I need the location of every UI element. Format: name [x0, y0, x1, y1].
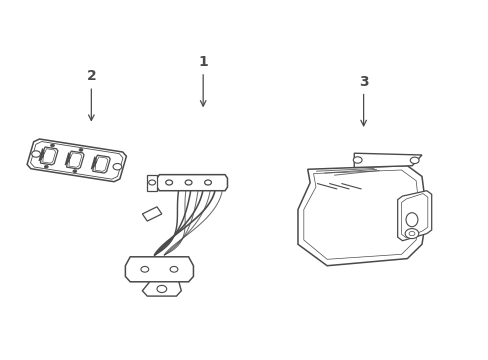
Circle shape — [79, 148, 83, 151]
Circle shape — [157, 285, 166, 293]
Text: 3: 3 — [358, 75, 367, 126]
Polygon shape — [27, 139, 126, 182]
Polygon shape — [157, 175, 227, 191]
Circle shape — [141, 266, 148, 272]
Polygon shape — [65, 151, 84, 169]
Polygon shape — [142, 207, 162, 221]
Circle shape — [353, 157, 361, 163]
Circle shape — [204, 180, 211, 185]
Circle shape — [185, 180, 192, 185]
Circle shape — [73, 170, 77, 173]
Polygon shape — [125, 257, 193, 282]
Circle shape — [32, 151, 41, 157]
Circle shape — [409, 157, 418, 163]
Circle shape — [405, 229, 418, 239]
Text: 2: 2 — [86, 69, 96, 121]
Circle shape — [170, 266, 178, 272]
Polygon shape — [39, 147, 58, 165]
Polygon shape — [142, 282, 181, 296]
Circle shape — [148, 180, 155, 185]
Circle shape — [408, 231, 414, 236]
Polygon shape — [353, 153, 421, 167]
Polygon shape — [147, 175, 157, 191]
Circle shape — [165, 180, 172, 185]
Circle shape — [113, 163, 122, 170]
Circle shape — [44, 165, 48, 168]
Text: 1: 1 — [198, 55, 207, 106]
Polygon shape — [297, 166, 426, 266]
Polygon shape — [91, 155, 110, 173]
Circle shape — [50, 144, 54, 147]
Polygon shape — [397, 191, 431, 241]
